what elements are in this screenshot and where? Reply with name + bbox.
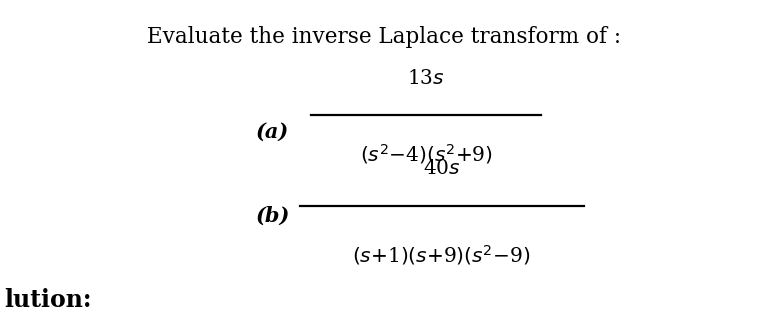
Text: (b): (b) <box>256 206 290 226</box>
Text: $\mathregular{13}s$: $\mathregular{13}s$ <box>407 69 445 87</box>
Text: $(s^2\mathregular{-4})(s^2\mathregular{+9})$: $(s^2\mathregular{-4})(s^2\mathregular{+… <box>360 142 492 166</box>
Text: Evaluate the inverse Laplace transform of :: Evaluate the inverse Laplace transform o… <box>147 26 621 48</box>
Text: $\mathregular{40}s$: $\mathregular{40}s$ <box>422 160 461 178</box>
Text: (a): (a) <box>256 122 290 142</box>
Text: lution:: lution: <box>4 288 91 312</box>
Text: $(s\mathregular{+1})(s\mathregular{+9})(s^2\mathregular{-9})$: $(s\mathregular{+1})(s\mathregular{+9})(… <box>353 243 531 267</box>
